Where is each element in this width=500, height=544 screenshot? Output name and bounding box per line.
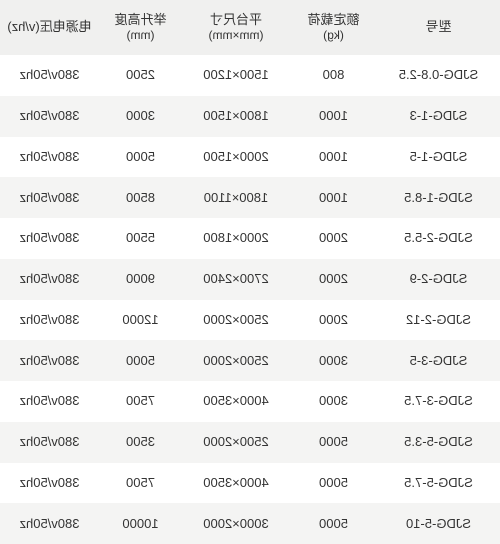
cell-power: 380v/50hz xyxy=(0,391,99,411)
cell-power: 380v/50hz xyxy=(0,147,99,167)
cell-model: SJDG-3-7.5 xyxy=(377,391,500,411)
table-header-row: 型号 额定载荷 (kg) 平台尺寸 (mm×mm) 举升高度 (mm) 电源电压… xyxy=(0,0,500,55)
cell-height: 3000 xyxy=(99,106,182,126)
cell-load: 2000 xyxy=(290,310,377,330)
cell-load: 800 xyxy=(290,65,377,85)
cell-load: 3000 xyxy=(290,351,377,371)
cell-platform: 2500×2000 xyxy=(182,310,290,330)
cell-power: 380v/50hz xyxy=(0,106,99,126)
cell-power: 380v/50hz xyxy=(0,269,99,289)
table-row: SJDG-3-7.5 3000 4000×3500 7500 380v/50hz xyxy=(0,381,500,422)
cell-platform: 2000×1500 xyxy=(182,147,290,167)
col-header-model: 型号 xyxy=(377,17,500,37)
cell-load: 5000 xyxy=(290,432,377,452)
cell-height: 5000 xyxy=(99,147,182,167)
col-label: 额定载荷 xyxy=(308,12,360,28)
table-row: SJDG-1-5 1000 2000×1500 5000 380v/50hz xyxy=(0,137,500,178)
col-header-platform: 平台尺寸 (mm×mm) xyxy=(182,10,290,45)
cell-load: 2000 xyxy=(290,269,377,289)
cell-load: 5000 xyxy=(290,473,377,493)
cell-power: 380v/50hz xyxy=(0,514,99,534)
cell-load: 1000 xyxy=(290,188,377,208)
col-sublabel: (mm) xyxy=(127,28,155,43)
table-row: SJDG-5-3.5 5000 2500×2000 3500 380v/50hz xyxy=(0,422,500,463)
cell-platform: 2500×2000 xyxy=(182,432,290,452)
col-label: 型号 xyxy=(426,19,452,35)
specs-table: 型号 额定载荷 (kg) 平台尺寸 (mm×mm) 举升高度 (mm) 电源电压… xyxy=(0,0,500,544)
table-row: SJDG-0.8-2.5 800 1500×1200 2500 380v/50h… xyxy=(0,55,500,96)
table-row: SJDG-2-12 2000 2500×2000 12000 380v/50hz xyxy=(0,300,500,341)
table-row: SJDG-2-5.5 2000 2000×1800 5500 380v/50hz xyxy=(0,218,500,259)
cell-model: SJDG-2-9 xyxy=(377,269,500,289)
cell-model: SJDG-5-3.5 xyxy=(377,432,500,452)
cell-height: 5000 xyxy=(99,351,182,371)
cell-model: SJDG-3-5 xyxy=(377,351,500,371)
col-label: 举升高度 xyxy=(115,12,167,28)
cell-model: SJDG-2-5.5 xyxy=(377,228,500,248)
cell-load: 2000 xyxy=(290,228,377,248)
cell-platform: 4000×3500 xyxy=(182,473,290,493)
cell-height: 7500 xyxy=(99,391,182,411)
cell-model: SJDG-2-12 xyxy=(377,310,500,330)
col-header-power: 电源电压(v/hz) xyxy=(0,17,99,37)
cell-platform: 2700×2400 xyxy=(182,269,290,289)
cell-height: 12000 xyxy=(99,310,182,330)
cell-model: SJDG-5-10 xyxy=(377,514,500,534)
cell-platform: 2500×2000 xyxy=(182,351,290,371)
cell-power: 380v/50hz xyxy=(0,188,99,208)
table-row: SJDG-1-8.5 1000 1800×1100 8500 380v/50hz xyxy=(0,177,500,218)
cell-power: 380v/50hz xyxy=(0,473,99,493)
cell-model: SJDG-1-8.5 xyxy=(377,188,500,208)
table-row: SJDG-2-9 2000 2700×2400 9000 380v/50hz xyxy=(0,259,500,300)
cell-height: 3500 xyxy=(99,432,182,452)
cell-height: 10000 xyxy=(99,514,182,534)
cell-power: 380v/50hz xyxy=(0,310,99,330)
cell-height: 7500 xyxy=(99,473,182,493)
cell-height: 9000 xyxy=(99,269,182,289)
cell-power: 380v/50hz xyxy=(0,228,99,248)
table-row: SJDG-1-3 1000 1800×1500 3000 380v/50hz xyxy=(0,96,500,137)
cell-model: SJDG-1-5 xyxy=(377,147,500,167)
col-header-height: 举升高度 (mm) xyxy=(99,10,182,45)
col-label: 电源电压(v/hz) xyxy=(7,19,92,35)
cell-power: 380v/50hz xyxy=(0,351,99,371)
cell-model: SJDG-0.8-2.5 xyxy=(377,65,500,85)
cell-load: 3000 xyxy=(290,391,377,411)
cell-platform: 1500×1200 xyxy=(182,65,290,85)
col-label: 平台尺寸 xyxy=(210,12,262,28)
cell-platform: 2000×1800 xyxy=(182,228,290,248)
cell-model: SJDG-5-7.5 xyxy=(377,473,500,493)
cell-platform: 1800×1500 xyxy=(182,106,290,126)
col-sublabel: (kg) xyxy=(323,28,344,43)
cell-platform: 3000×2000 xyxy=(182,514,290,534)
col-sublabel: (mm×mm) xyxy=(209,28,264,43)
cell-power: 380v/50hz xyxy=(0,432,99,452)
cell-power: 380v/50hz xyxy=(0,65,99,85)
table-row: SJDG-5-10 5000 3000×2000 10000 380v/50hz xyxy=(0,503,500,544)
table-row: SJDG-3-5 3000 2500×2000 5000 380v/50hz xyxy=(0,340,500,381)
col-header-load: 额定载荷 (kg) xyxy=(290,10,377,45)
cell-height: 5500 xyxy=(99,228,182,248)
cell-platform: 1800×1100 xyxy=(182,188,290,208)
cell-model: SJDG-1-3 xyxy=(377,106,500,126)
cell-height: 8500 xyxy=(99,188,182,208)
table-row: SJDG-5-7.5 5000 4000×3500 7500 380v/50hz xyxy=(0,463,500,504)
cell-load: 5000 xyxy=(290,514,377,534)
cell-height: 2500 xyxy=(99,65,182,85)
cell-platform: 4000×3500 xyxy=(182,391,290,411)
cell-load: 1000 xyxy=(290,147,377,167)
cell-load: 1000 xyxy=(290,106,377,126)
